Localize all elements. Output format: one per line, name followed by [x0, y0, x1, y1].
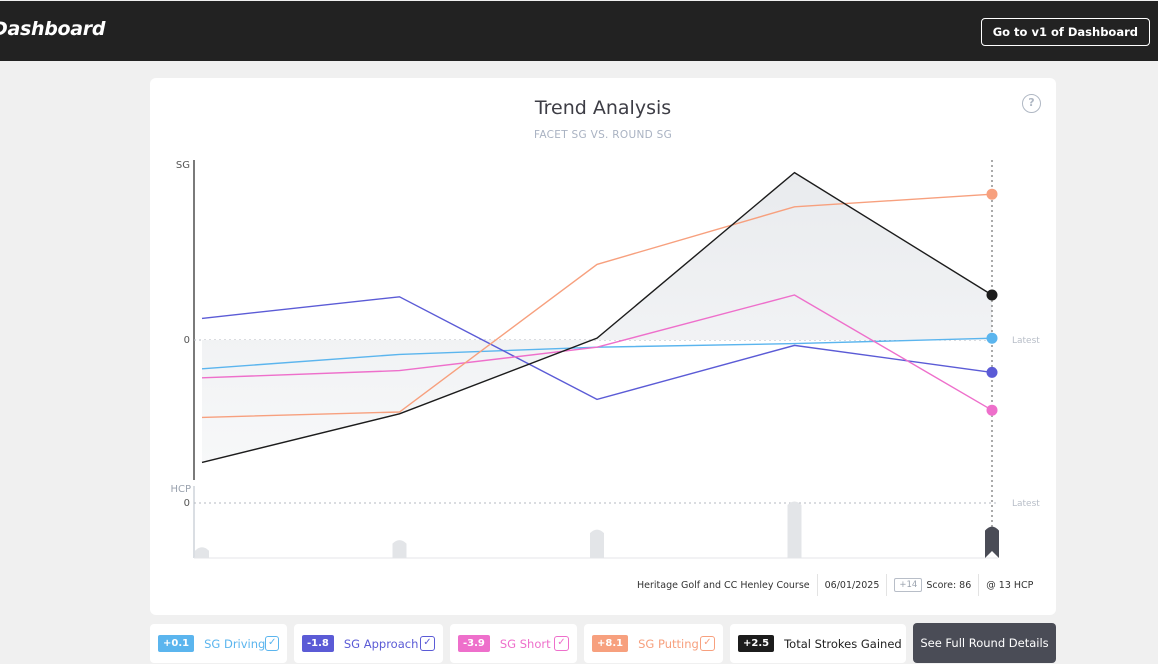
sg-driving-value: +0.1 — [158, 635, 195, 652]
hcp-bar — [590, 529, 604, 558]
sg-short-line — [201, 294, 993, 411]
sg-putting-label: SG Putting — [638, 636, 699, 651]
hcp-zero-tick: 0 — [184, 498, 190, 509]
hcp-bar — [985, 526, 999, 558]
sg-short-checkbox[interactable]: ✓ — [554, 636, 569, 651]
hcp-diff-chip: +14 — [894, 578, 923, 592]
trend-chart: SG 0 Latest HCP 0 Latest — [170, 160, 1040, 559]
sg-axis-label: SG — [176, 160, 190, 171]
sg-short-label: SG Short — [499, 636, 551, 651]
sg-approach-value: -1.8 — [302, 635, 334, 652]
legend-sg-driving[interactable]: +0.1 SG Driving ✓ — [150, 624, 287, 663]
sg-driving-label: SG Driving — [204, 636, 266, 651]
sg-approach-line — [201, 296, 993, 401]
legend-sg-putting[interactable]: +8.1 SG Putting ✓ — [584, 624, 723, 663]
dashboard-title: Dashboard — [0, 18, 106, 40]
see-full-round-details-button[interactable]: See Full Round Details — [913, 623, 1056, 663]
sg-driving-checkbox[interactable]: ✓ — [265, 636, 279, 651]
total-strokes-gained-line — [201, 171, 993, 464]
total-sg-label: Total Strokes Gained — [784, 636, 902, 651]
hcp-bar — [195, 547, 209, 558]
sg-driving-latest-point — [986, 332, 998, 344]
course-name: Heritage Golf and CC Henley Course — [637, 579, 810, 591]
sg-short-latest-point — [986, 404, 998, 416]
total-sg-value: +2.5 — [738, 635, 775, 652]
sg-zero-tick: 0 — [184, 335, 190, 346]
total-strokes-gained-latest-point — [986, 289, 998, 301]
hcp-axis-label: HCP — [170, 484, 191, 495]
help-icon[interactable]: ? — [1022, 94, 1041, 113]
sg-approach-latest-point — [986, 366, 998, 378]
sg-putting-line — [201, 193, 993, 419]
hcp-latest-label: Latest — [1012, 499, 1040, 509]
sg-latest-label: Latest — [1012, 336, 1040, 346]
top-header: Dashboard Go to v1 of Dashboard — [0, 0, 1158, 61]
sg-putting-value: +8.1 — [592, 635, 629, 652]
sg-putting-latest-point — [986, 188, 998, 200]
round-score: +14 Score: 86 — [887, 578, 978, 592]
round-hcp: @ 13 HCP — [986, 579, 1034, 591]
trend-analysis-card: Trend Analysis FACET SG VS. ROUND SG ? S… — [150, 78, 1056, 615]
round-date: 06/01/2025 — [824, 579, 880, 591]
sg-short-value: -3.9 — [458, 635, 490, 652]
sg-approach-checkbox[interactable]: ✓ — [420, 636, 435, 651]
go-to-v1-button[interactable]: Go to v1 of Dashboard — [980, 18, 1150, 46]
legend-total-sg: +2.5 Total Strokes Gained — [730, 624, 906, 663]
total-sg-area — [202, 172, 992, 463]
hcp-bar — [392, 540, 407, 558]
card-subtitle: FACET SG VS. ROUND SG — [533, 129, 673, 141]
legend-sg-approach[interactable]: -1.8 SG Approach ✓ — [294, 624, 443, 663]
round-info: Heritage Golf and CC Henley Course 06/01… — [630, 573, 1040, 597]
card-title: Trend Analysis — [534, 97, 672, 119]
sg-putting-checkbox[interactable]: ✓ — [700, 636, 715, 651]
sg-approach-label: SG Approach — [343, 636, 419, 651]
hcp-bar — [787, 501, 802, 558]
legend-sg-short[interactable]: -3.9 SG Short ✓ — [450, 624, 577, 663]
